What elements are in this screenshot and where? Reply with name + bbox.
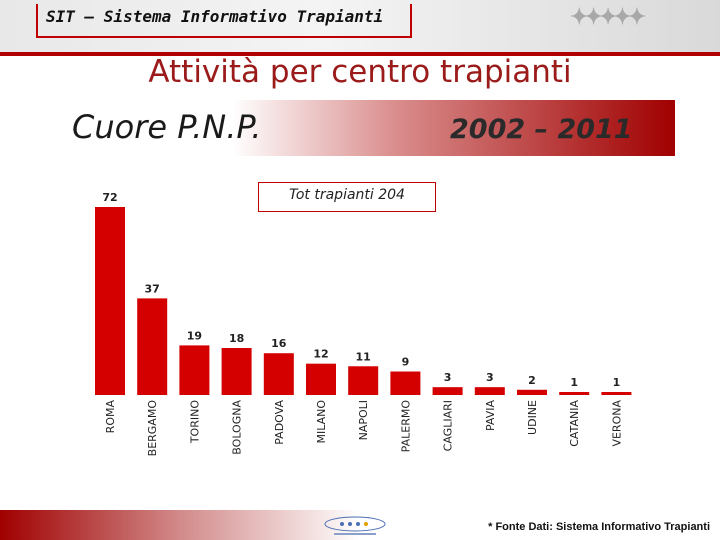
bar-napoli (348, 366, 379, 395)
bar-palermo (390, 371, 421, 395)
total-transplants-box: Tot trapianti 204 (258, 182, 436, 212)
bar-pavia (474, 387, 505, 395)
bar-catania (559, 392, 590, 395)
bar-bologna (221, 348, 252, 395)
data-label-pavia: 3 (486, 371, 494, 384)
data-label-bergamo: 37 (145, 282, 160, 295)
data-label-padova: 16 (271, 337, 287, 350)
data-label-milano: 12 (313, 348, 328, 361)
bar-verona (601, 392, 632, 395)
bar-udine (517, 389, 547, 395)
bar-chart: 72ROMA37BERGAMO19TORINO18BOLOGNA16PADOVA… (95, 191, 632, 457)
subtitle-banner (60, 100, 675, 156)
bar-padova (263, 353, 294, 395)
people-logo-icon: ✦✦✦✦✦ (570, 4, 646, 29)
data-source-note: * Fonte Dati: Sistema Informativo Trapia… (488, 521, 710, 533)
header-frame (36, 4, 412, 38)
total-transplants-label: Tot trapianti 204 (289, 187, 405, 203)
category-label-cagliari: CAGLIARI (442, 400, 455, 451)
category-label-pavia: PAVIA (484, 400, 497, 432)
data-label-verona: 1 (613, 376, 621, 389)
data-label-napoli: 11 (356, 350, 371, 363)
bar-milano (306, 363, 336, 395)
data-label-torino: 19 (187, 329, 202, 342)
category-label-milano: MILANO (315, 400, 328, 444)
category-label-palermo: PALERMO (399, 400, 412, 453)
data-label-bologna: 18 (229, 332, 244, 345)
centro-nazionale-trapianti-logo-icon (324, 516, 386, 535)
category-label-bergamo: BERGAMO (146, 400, 159, 457)
bar-bergamo (137, 298, 168, 395)
data-label-udine: 2 (528, 374, 536, 387)
data-label-roma: 72 (102, 191, 117, 204)
category-label-verona: VERONA (610, 400, 623, 447)
system-name: SIT – Sistema Informativo Trapianti (46, 7, 384, 26)
category-label-napoli: NAPOLI (357, 400, 370, 440)
category-label-padova: PADOVA (273, 400, 286, 445)
header-bar (0, 0, 720, 56)
page-title: Attività per centro trapianti (148, 54, 572, 90)
bar-roma (95, 207, 125, 395)
data-label-palermo: 9 (402, 356, 410, 369)
period-label: 2002 – 2011 (450, 114, 633, 145)
data-label-catania: 1 (570, 376, 578, 389)
category-label-bologna: BOLOGNA (231, 400, 244, 455)
category-label-udine: UDINE (526, 400, 539, 435)
category-label-roma: ROMA (104, 400, 117, 434)
organ-label: Cuore P.N.P. (72, 108, 262, 146)
category-label-catania: CATANIA (568, 400, 581, 447)
category-label-torino: TORINO (188, 400, 201, 444)
data-label-cagliari: 3 (444, 371, 452, 384)
bar-cagliari (432, 387, 463, 395)
bar-torino (179, 345, 210, 395)
